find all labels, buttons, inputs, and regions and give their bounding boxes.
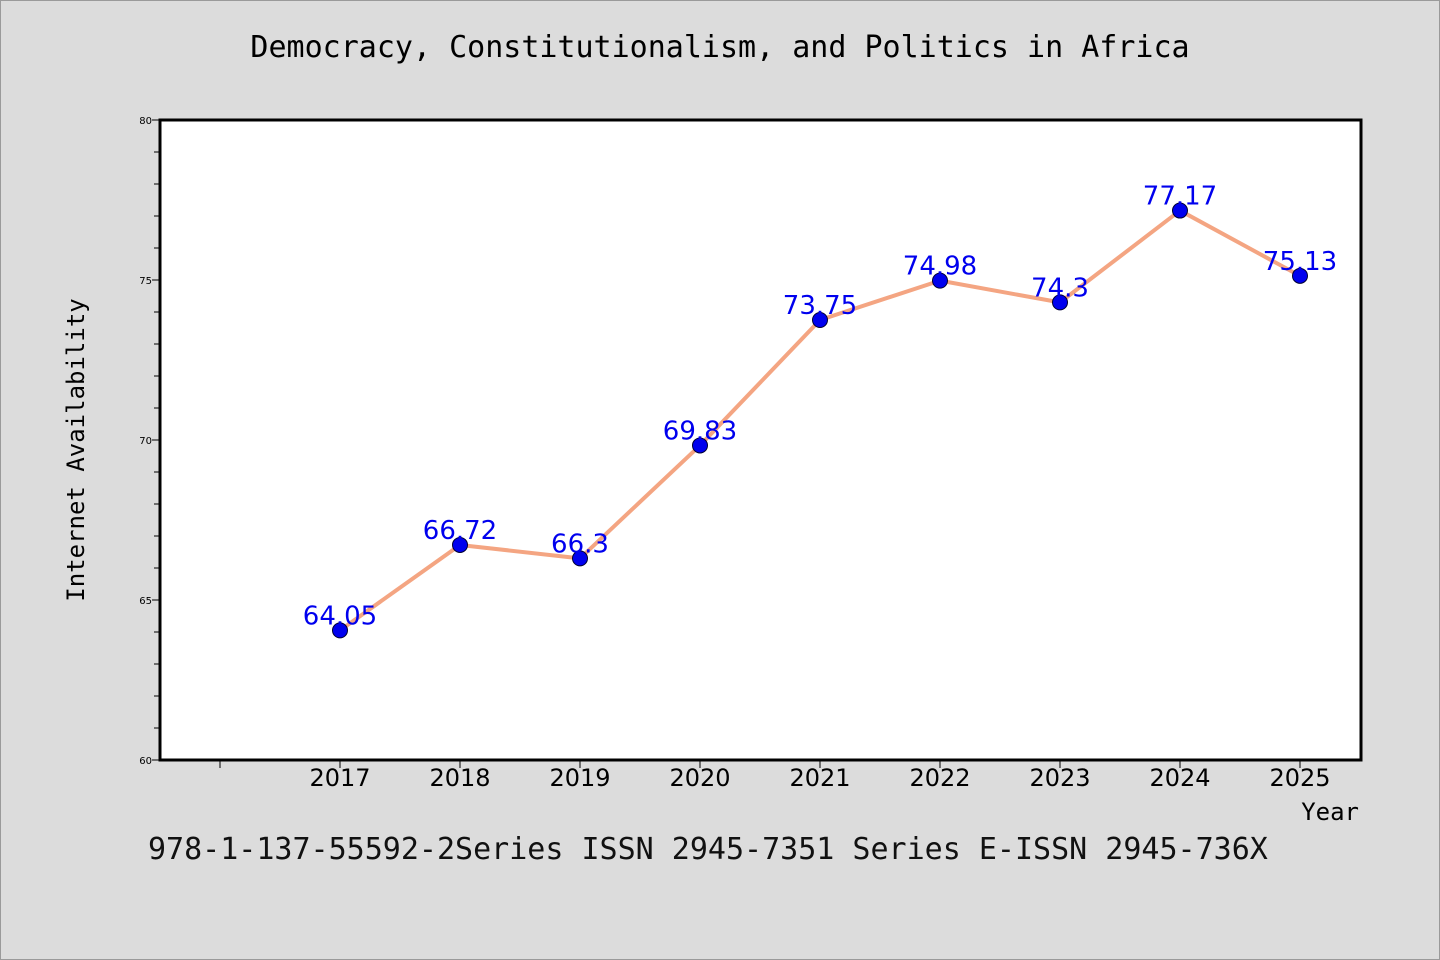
x-tick-label: 2021	[789, 764, 850, 792]
y-tick-label: 70	[139, 436, 152, 447]
x-axis: 2017 2018 2019 2020 2021 2022 2023 2024 2025	[219, 760, 1331, 792]
footer-isbn-text: 978-1-137-55592-2Series ISSN 2945-7351 S…	[148, 832, 1268, 867]
data-point-marker	[1172, 202, 1188, 219]
series-markers	[332, 202, 1308, 639]
y-tick-label: 80	[139, 116, 152, 127]
x-axis-label: Year	[1301, 798, 1359, 826]
y-tick-label: 75	[139, 276, 152, 287]
x-tick-label: 2019	[549, 764, 610, 792]
data-label: 75.13	[1263, 247, 1337, 277]
x-tick-label: 2017	[309, 764, 370, 792]
x-tick-label: 2024	[1149, 764, 1210, 792]
data-labels: 64.05 66.72 66.3 69.83 73.75 74.98 74.3 77.17 75…	[303, 182, 1337, 632]
y-tick-label: 65	[139, 596, 152, 607]
plot-border	[158, 118, 1363, 762]
data-label: 64.05	[303, 601, 377, 631]
y-axis-label: Internet Availability	[62, 298, 90, 601]
data-point-marker	[332, 622, 348, 639]
y-tick-label: 60	[139, 756, 152, 767]
data-point-marker	[1052, 294, 1068, 311]
data-label: 66.3	[551, 529, 609, 559]
data-label: 73.75	[783, 291, 857, 321]
data-label: 74.3	[1031, 273, 1089, 303]
data-point-marker	[692, 437, 708, 454]
data-point-marker	[1292, 267, 1308, 284]
data-label: 66.72	[423, 516, 497, 546]
x-tick-label: 2018	[429, 764, 490, 792]
x-tick-label: 2025	[1269, 764, 1330, 792]
data-point-marker	[572, 550, 588, 567]
data-point-marker	[452, 536, 468, 553]
data-label: 74.98	[903, 252, 977, 282]
data-label: 69.83	[663, 416, 737, 446]
data-point-marker	[812, 312, 828, 328]
y-axis: 60 65 70 75 80	[139, 116, 160, 767]
x-tick-label: 2023	[1029, 764, 1090, 792]
chart-title: Democracy, Constitutionalism, and Politi…	[250, 30, 1190, 65]
x-tick-label: 2020	[669, 764, 730, 792]
data-label: 77.17	[1143, 182, 1217, 212]
x-tick-label: 2022	[909, 764, 970, 792]
data-point-marker	[932, 272, 948, 289]
